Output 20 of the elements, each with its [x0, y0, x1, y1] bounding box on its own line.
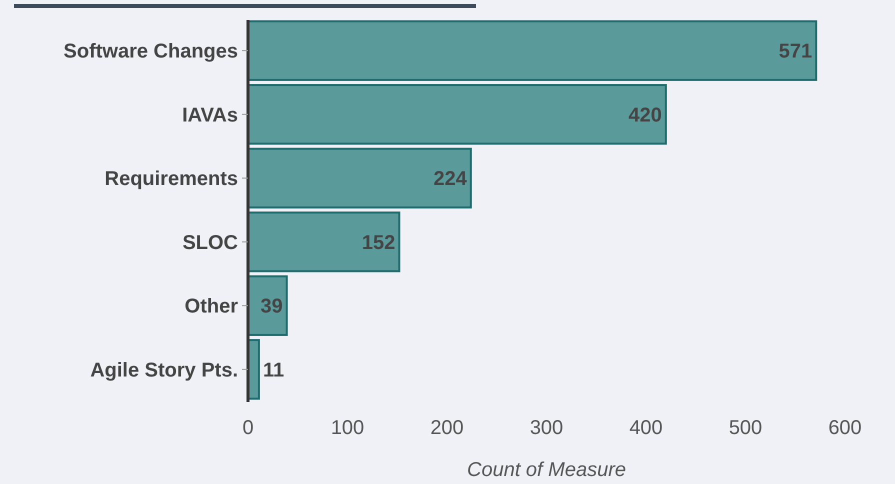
data-label: 224 [434, 168, 468, 190]
data-label: 152 [362, 232, 396, 254]
y-tick-label: IAVAs [182, 104, 238, 126]
x-tick-label: 300 [530, 417, 564, 439]
x-tick-label: 500 [728, 417, 762, 439]
x-tick-label: 200 [430, 417, 464, 439]
data-label: 11 [262, 359, 284, 382]
data-label: 39 [260, 296, 283, 318]
data-label: 420 [628, 104, 662, 126]
y-tick-label: Agile Story Pts. [90, 359, 238, 382]
x-tick-label: 0 [242, 417, 254, 439]
y-tick-label: Requirements [104, 168, 238, 190]
x-tick-label: 400 [629, 417, 663, 439]
y-tick-label: Other [184, 296, 238, 318]
x-tick-label: 600 [828, 417, 862, 439]
y-tick-label: SLOC [182, 232, 238, 254]
y-tick-label: Software Changes [64, 40, 238, 63]
x-tick-label: 100 [330, 417, 364, 439]
data-label: 571 [778, 40, 812, 63]
x-axis-title: Count of Measure [467, 459, 626, 481]
